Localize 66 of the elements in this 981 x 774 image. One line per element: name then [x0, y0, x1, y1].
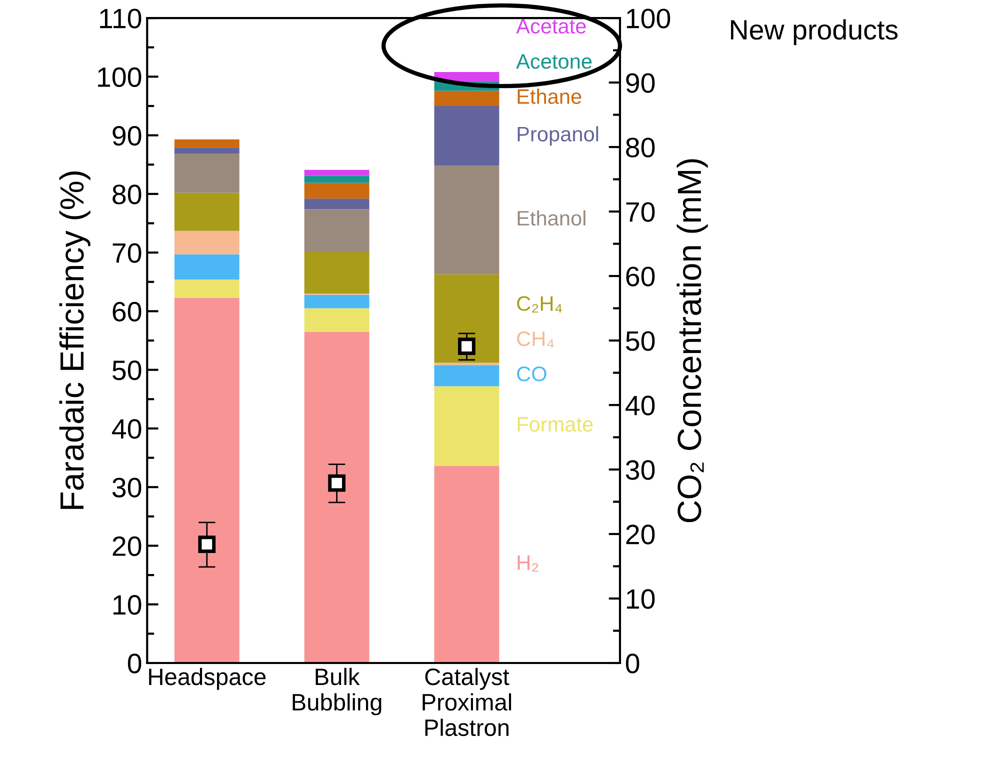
y2-tick-label: 30	[626, 460, 655, 480]
bar	[174, 192, 240, 231]
bar	[174, 280, 240, 298]
y-tick-label: 100	[98, 67, 142, 88]
series-label: Formate	[518, 417, 593, 432]
bar	[434, 166, 500, 274]
bar	[174, 153, 240, 193]
bar	[304, 308, 370, 332]
y2-tick-label: 10	[626, 589, 655, 609]
y2-tick-label: 60	[626, 266, 655, 286]
y-tick-label: 10	[114, 595, 142, 615]
series-label: Ethane	[518, 88, 582, 104]
bar	[174, 230, 240, 254]
bar	[434, 274, 500, 363]
y2-tick-label: 90	[626, 73, 655, 93]
point	[328, 474, 346, 492]
x-tick-label: Catalyst Proximal Plastron	[422, 668, 512, 736]
y2-tick-label: 80	[626, 138, 655, 158]
bar	[174, 254, 240, 280]
point	[198, 536, 216, 554]
y-tick-label: 70	[112, 243, 142, 263]
y-tick-label: 0	[128, 654, 142, 674]
bar	[304, 332, 370, 664]
bar	[174, 139, 240, 148]
x-tick-label: Headspace	[149, 668, 266, 690]
y2-tick-label: 40	[625, 396, 655, 416]
bar	[304, 170, 370, 176]
y-tick-label: 80	[112, 184, 142, 204]
series-label: H₂	[518, 556, 538, 572]
bar	[434, 386, 500, 466]
y2-tick-label: 100	[626, 8, 670, 28]
bar	[434, 365, 500, 386]
text: Acetate	[516, 19, 586, 34]
series-label: Ethanol	[518, 210, 586, 226]
point	[458, 338, 476, 356]
bar	[304, 198, 370, 210]
series-label: Propanol	[518, 126, 598, 146]
series-label: CO	[517, 366, 546, 382]
bar	[434, 90, 500, 106]
series-label: Acetone	[516, 54, 592, 69]
bar	[434, 466, 500, 664]
y-tick-label: 60	[112, 302, 142, 322]
y2-tick-label: 50	[626, 331, 655, 351]
bar	[304, 252, 370, 294]
text: New products	[731, 19, 898, 46]
y2-tick-label: 0	[626, 654, 640, 674]
bar	[434, 106, 500, 166]
y2-tick-label: 70	[626, 202, 655, 222]
bar	[304, 182, 370, 199]
bar	[304, 176, 370, 183]
y-tick-label: 50	[112, 360, 142, 380]
y-tick-label: 40	[112, 419, 142, 439]
y2-tick-label: 20	[626, 524, 655, 544]
series-label: CH₄	[517, 331, 554, 348]
y-tick-label: 30	[112, 478, 142, 498]
y-axis-title: Faradaic Efficiency (%)	[59, 172, 90, 509]
bar	[304, 209, 370, 252]
x-tick-label: Bulk Bubbling	[292, 668, 382, 716]
series-label: C₂H₄	[517, 296, 562, 313]
bar	[304, 294, 370, 308]
bar	[174, 298, 240, 664]
bar	[174, 148, 240, 154]
y-tick-label: 20	[112, 536, 142, 556]
y2-axis-title: CO₂ Concentration (mM)	[676, 159, 708, 522]
y-tick-label: 110	[100, 8, 142, 28]
y-tick-label: 90	[112, 126, 142, 146]
